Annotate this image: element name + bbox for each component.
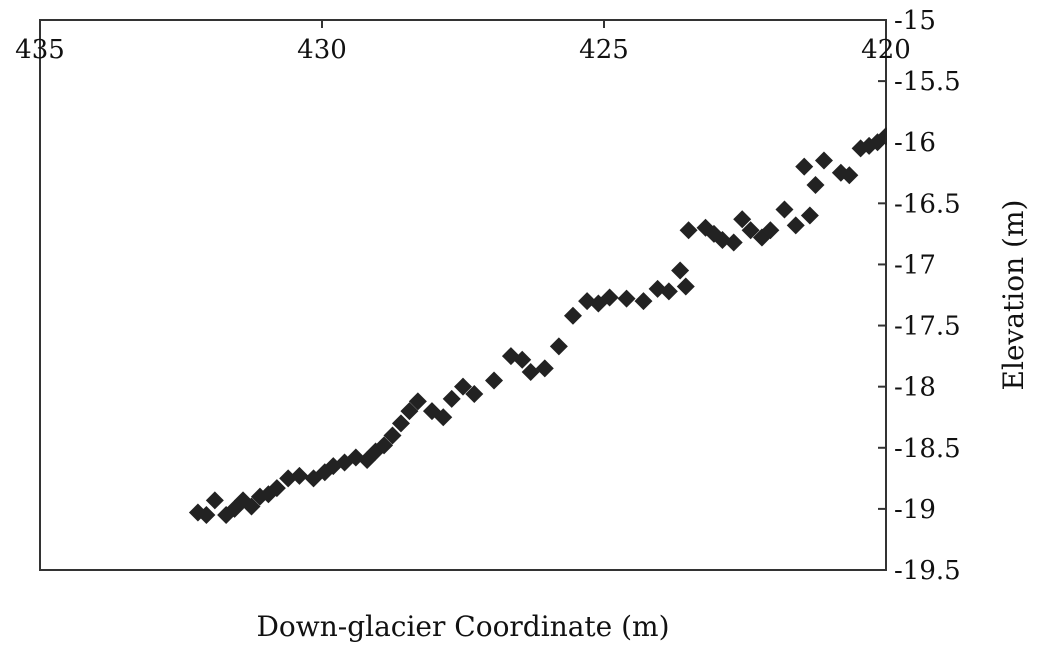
data-point: [786, 216, 805, 235]
y-tick-label: -18: [894, 373, 936, 403]
data-point: [925, 158, 943, 176]
data-point: [391, 414, 410, 433]
y-tick-label: -16: [894, 128, 936, 158]
data-point: [877, 127, 887, 146]
y-tick-label: -18.5: [894, 434, 961, 464]
data-point: [671, 261, 690, 280]
data-point: [434, 408, 453, 427]
data-point: [761, 221, 780, 240]
y-tick-label: -15.5: [894, 67, 961, 97]
data-point: [679, 221, 698, 240]
y-axis: -15 -15.5 -16 -16.5 -17 -17.5 -18 -18.5 -19 -19.5: [878, 6, 961, 586]
data-point: [617, 289, 636, 308]
y-tick-label: -17.5: [894, 312, 961, 342]
x-tick-label: 425: [579, 35, 629, 65]
data-point: [800, 206, 819, 225]
data-point: [659, 282, 678, 301]
data-point: [600, 288, 619, 307]
data-point: [442, 389, 461, 408]
data-point: [775, 200, 794, 219]
data-points: [188, 127, 994, 524]
x-tick-label: 420: [861, 35, 911, 65]
data-point: [676, 277, 695, 296]
y-tick-label: -16.5: [894, 189, 961, 219]
x-tick-label: 430: [297, 35, 347, 65]
data-point: [795, 157, 814, 176]
data-point: [733, 210, 752, 229]
data-point: [741, 221, 760, 240]
data-point: [549, 337, 568, 356]
data-point: [242, 497, 261, 516]
data-point: [465, 385, 484, 403]
plot-frame: [39, 19, 887, 571]
data-point: [950, 154, 968, 172]
data-point: [840, 166, 859, 185]
y-tick-label: -17: [894, 250, 936, 280]
data-point: [885, 130, 887, 134]
data-point: [513, 350, 532, 369]
data-point: [290, 466, 309, 485]
data-point: [485, 371, 504, 390]
data-point: [959, 158, 977, 176]
x-axis: 435 430 425 420: [15, 20, 911, 65]
data-point: [454, 377, 472, 396]
data-point: [942, 149, 960, 167]
data-point: [724, 233, 743, 252]
x-axis-title: Down-glacier Coordinate (m): [256, 610, 669, 643]
data-point: [400, 402, 419, 421]
data-point: [933, 154, 951, 172]
data-point: [976, 149, 994, 167]
data-point: [408, 392, 427, 411]
data-point: [563, 306, 582, 325]
x-tick-label: 435: [15, 35, 65, 65]
data-point: [205, 491, 224, 510]
data-point: [383, 426, 402, 445]
y-tick-label: -19.5: [894, 556, 961, 586]
data-point: [521, 363, 540, 381]
data-point: [806, 176, 825, 194]
y-tick-label: -19: [894, 495, 936, 525]
data-point: [634, 292, 653, 311]
data-point: [267, 479, 286, 498]
data-point: [375, 436, 394, 455]
data-point: [535, 359, 554, 378]
y-tick-label: -15: [894, 6, 936, 36]
y-axis-title: Elevation (m): [997, 200, 1030, 391]
data-point: [197, 506, 216, 524]
data-point: [814, 151, 833, 170]
